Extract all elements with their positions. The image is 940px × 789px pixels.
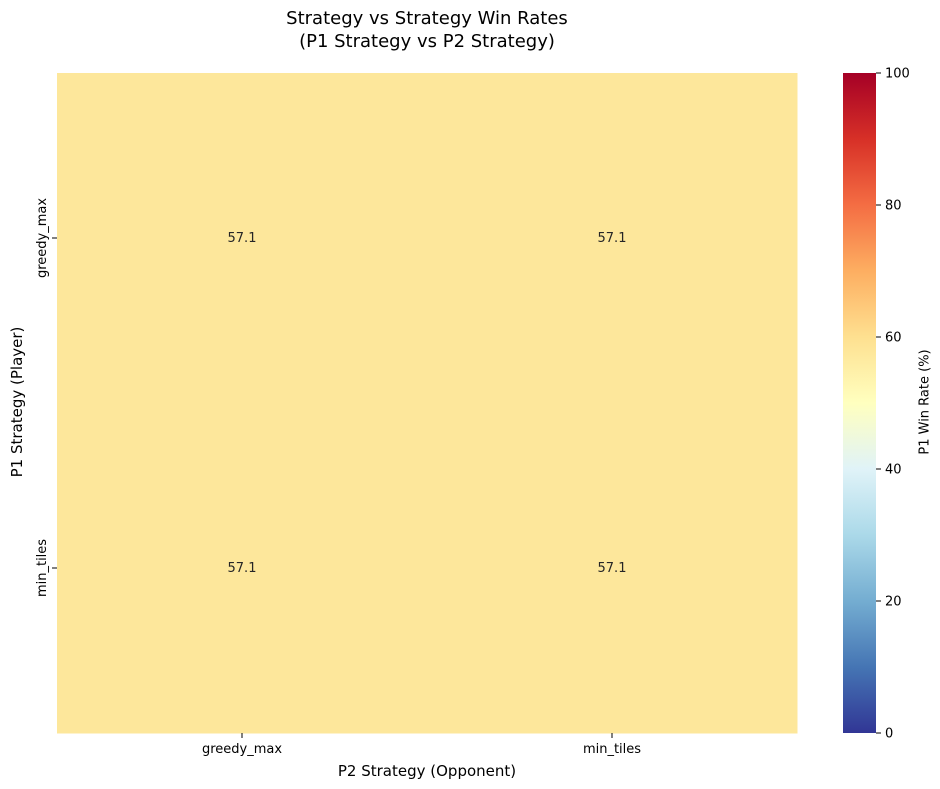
colorbar-tick-label: 60 [885, 331, 902, 346]
x-axis-label: P2 Strategy (Opponent) [337, 762, 517, 780]
colorbar [843, 73, 876, 733]
y-axis-label: P1 Strategy (Player) [8, 326, 26, 478]
y-tick-label: min_tiles [35, 539, 50, 597]
y-tick-label: greedy_max [35, 198, 50, 278]
colorbar-tick-label: 40 [885, 463, 902, 478]
x-tick-label: greedy_max [202, 742, 282, 757]
heatmap-cell [427, 403, 798, 734]
cell-value-label: 57.1 [228, 231, 257, 246]
heatmap-cell [57, 73, 428, 404]
colorbar-label: P1 Win Rate (%) [917, 349, 933, 455]
heatmap-cell [427, 73, 798, 404]
chart-title: Strategy vs Strategy Win Rates [286, 8, 568, 29]
heatmap-cell [57, 403, 428, 734]
cell-value-label: 57.1 [598, 561, 627, 576]
colorbar-tick-label: 20 [885, 595, 902, 610]
chart-subtitle: (P1 Strategy vs P2 Strategy) [299, 31, 555, 52]
cell-value-label: 57.1 [598, 231, 627, 246]
colorbar-tick-label: 80 [885, 199, 902, 214]
colorbar-tick-label: 0 [885, 727, 893, 742]
colorbar-tick-label: 100 [885, 67, 910, 82]
x-tick-label: min_tiles [583, 742, 641, 757]
cell-value-label: 57.1 [228, 561, 257, 576]
